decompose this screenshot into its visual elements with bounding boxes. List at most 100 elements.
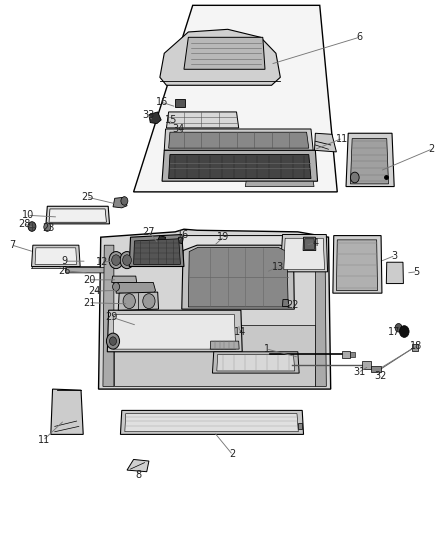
Circle shape [106,333,120,349]
Circle shape [121,197,128,205]
Polygon shape [51,389,83,434]
Polygon shape [333,236,382,293]
Bar [362,361,371,369]
Polygon shape [125,414,298,432]
Polygon shape [99,229,331,389]
Text: 3: 3 [391,251,397,261]
Polygon shape [134,239,180,264]
Text: 17: 17 [388,327,400,336]
Text: 13: 13 [272,262,284,271]
Polygon shape [212,352,299,373]
Polygon shape [245,181,314,187]
Polygon shape [112,276,137,282]
Bar [298,423,302,429]
Polygon shape [113,314,236,349]
Bar [371,366,381,372]
Polygon shape [120,410,304,434]
Text: 11: 11 [38,435,50,445]
Text: 5: 5 [413,267,419,277]
Text: 31: 31 [353,367,365,377]
Polygon shape [315,245,326,386]
Polygon shape [49,209,106,222]
Polygon shape [118,292,159,310]
Polygon shape [169,132,309,148]
Text: 21: 21 [84,298,96,308]
Text: 20: 20 [84,275,96,285]
Text: 9: 9 [62,256,68,266]
Bar [412,344,418,351]
Polygon shape [160,29,280,85]
Text: 33: 33 [142,110,154,120]
Polygon shape [107,310,242,352]
Circle shape [120,252,134,269]
Polygon shape [149,112,161,124]
Polygon shape [182,236,284,251]
Text: 2: 2 [229,449,235,459]
Circle shape [143,294,155,309]
Polygon shape [303,237,316,251]
Polygon shape [182,245,294,309]
Polygon shape [217,354,295,371]
Text: 16: 16 [177,230,189,239]
Polygon shape [169,155,311,179]
Text: 25: 25 [81,192,94,202]
Text: 14: 14 [233,327,246,336]
Text: 11: 11 [336,134,348,143]
Polygon shape [103,245,114,386]
Polygon shape [346,133,394,187]
Polygon shape [304,239,314,249]
Text: 6: 6 [356,33,362,42]
Circle shape [109,252,123,269]
Bar [342,351,350,358]
Polygon shape [336,240,378,290]
Polygon shape [46,206,110,224]
Polygon shape [210,341,239,349]
Circle shape [113,282,120,291]
Polygon shape [127,459,149,472]
Polygon shape [113,197,127,208]
Circle shape [123,294,135,309]
Text: 27: 27 [143,227,155,237]
Polygon shape [116,282,155,294]
Polygon shape [280,235,328,272]
Polygon shape [35,248,77,264]
Circle shape [399,326,409,337]
Text: 19: 19 [217,232,230,242]
Polygon shape [283,300,289,306]
Circle shape [44,223,51,231]
Text: 8: 8 [135,471,141,480]
Polygon shape [166,112,239,128]
Text: 18: 18 [410,342,422,351]
Text: 32: 32 [374,371,386,381]
Circle shape [123,255,131,265]
Circle shape [112,255,120,265]
Bar [350,352,355,357]
Bar [175,99,185,107]
Polygon shape [164,129,313,150]
Polygon shape [66,268,112,273]
Polygon shape [184,37,265,69]
Text: 29: 29 [106,312,118,322]
Text: 26: 26 [59,266,71,276]
Polygon shape [157,236,166,244]
Polygon shape [32,266,111,269]
Circle shape [28,222,36,231]
Polygon shape [177,237,183,244]
Text: 24: 24 [88,286,100,296]
Text: 23: 23 [42,223,54,233]
Text: 2: 2 [428,144,434,154]
Circle shape [350,172,359,183]
Polygon shape [188,247,288,307]
Polygon shape [314,133,336,152]
Text: 1: 1 [264,344,270,354]
Polygon shape [134,5,337,192]
Text: 15: 15 [165,115,177,125]
Circle shape [110,337,117,345]
Polygon shape [284,238,325,270]
Text: 28: 28 [18,219,30,229]
Text: 12: 12 [96,257,108,267]
Text: 4: 4 [312,238,318,247]
Polygon shape [114,325,315,386]
Polygon shape [32,245,80,266]
Polygon shape [386,262,403,284]
